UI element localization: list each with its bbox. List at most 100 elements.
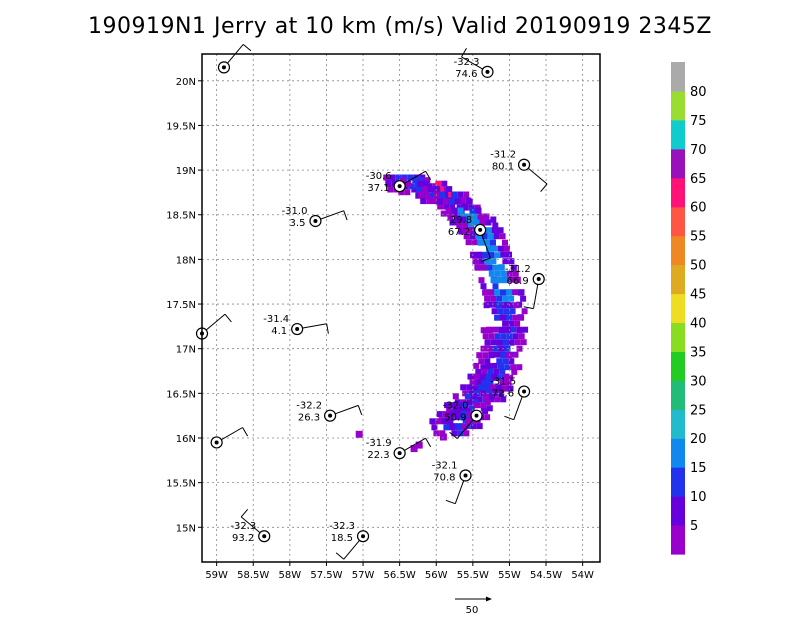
wind-cell	[418, 192, 425, 199]
colorbar-swatch	[671, 62, 685, 92]
y-tick-label: 19N	[176, 166, 196, 177]
station-temp: -32.2	[296, 401, 322, 412]
wind-cell	[496, 277, 503, 284]
colorbar-swatch	[671, 177, 685, 208]
wind-cell	[496, 384, 503, 391]
wind-cell	[484, 295, 491, 302]
wind-cell	[501, 302, 508, 309]
wind-cell	[518, 289, 525, 296]
wind-cell	[465, 418, 472, 425]
colorbar-label: 75	[690, 114, 707, 129]
wind-cell	[500, 251, 506, 258]
wind-cell	[467, 227, 474, 234]
wind-cell	[498, 264, 505, 271]
wind-cell	[508, 320, 515, 327]
wind-field	[355, 174, 529, 453]
wind-cell	[508, 339, 515, 346]
wind-cell	[484, 239, 490, 246]
wind-cell	[500, 333, 507, 340]
wind-cell	[510, 364, 517, 371]
wind-cell	[471, 239, 478, 246]
wind-cell	[473, 219, 480, 226]
wind-cell	[490, 258, 497, 265]
y-tick-label: 17.5N	[166, 300, 196, 311]
wind-cell	[448, 198, 455, 205]
station-dot	[397, 451, 402, 456]
station: -32.393.2	[230, 508, 271, 544]
wind-cell	[508, 295, 515, 302]
colorbar-swatch	[671, 148, 685, 179]
wind-cell	[470, 423, 477, 430]
reference-vector-label: 50	[466, 605, 479, 616]
wind-cell	[475, 368, 482, 375]
station-value: 66.9	[506, 276, 528, 287]
x-axis: 59W 58.5W 58W 57.5W 57W 56.5W 56W 55.5W 55W 54.5W…	[205, 562, 594, 581]
colorbar-swatch	[671, 293, 685, 323]
wind-cell	[507, 385, 514, 392]
wind-cell	[456, 222, 463, 229]
colorbar-label: 25	[690, 403, 707, 418]
station-value: 74.6	[455, 69, 477, 80]
wind-cell	[513, 302, 520, 309]
colorbar-label: 30	[690, 374, 707, 389]
wind-cell	[484, 258, 491, 265]
colorbar-label: 35	[690, 345, 707, 360]
wind-cell	[496, 358, 503, 365]
wind-cell	[460, 216, 467, 223]
wind-barb-flag	[242, 44, 252, 52]
wind-cell	[485, 362, 492, 369]
wind-cell	[448, 411, 455, 418]
wind-cell	[512, 270, 519, 277]
wind-cell	[490, 295, 497, 302]
x-tick-label: 58.5W	[237, 570, 269, 581]
colorbar-label: 45	[690, 288, 707, 303]
wind-cell	[503, 373, 510, 380]
wind-cell	[480, 283, 487, 290]
wind-cell	[440, 210, 447, 217]
y-tick-label: 20N	[176, 77, 196, 88]
station-temp: -31.5	[490, 377, 516, 388]
wind-cell	[502, 239, 508, 246]
wind-cell	[504, 364, 511, 371]
wind-cell	[463, 233, 470, 240]
wind-cell	[500, 396, 507, 403]
wind-cell	[442, 198, 449, 205]
wind-cell	[496, 295, 503, 302]
wind-cell	[355, 430, 363, 438]
wind-cell	[491, 362, 498, 369]
wind-cell	[505, 379, 512, 386]
station: -31.03.5	[282, 206, 348, 229]
wind-cell	[418, 177, 425, 184]
wind-cell	[486, 405, 493, 412]
colorbar-label: 20	[690, 432, 707, 447]
station-dot	[474, 413, 479, 418]
wind-cell	[492, 326, 499, 333]
wind-cell	[495, 302, 502, 309]
station: -32.374.6	[454, 47, 494, 80]
station-value: 70.8	[433, 472, 455, 483]
wind-barb-flag	[240, 508, 249, 518]
wind-barb-flag	[224, 313, 232, 323]
wind-cell	[492, 301, 499, 308]
wind-cell	[441, 418, 448, 425]
colorbar-swatch	[671, 119, 685, 150]
wind-cell	[499, 379, 506, 386]
colorbar-label: 55	[690, 230, 707, 245]
wind-cell	[482, 333, 489, 340]
wind-cell	[466, 198, 473, 205]
wind-cell	[407, 174, 414, 181]
wind-cell	[476, 423, 483, 430]
colorbar-swatch	[671, 322, 685, 352]
wind-cell	[467, 373, 474, 380]
wind-cell	[490, 384, 497, 391]
wind-cell	[424, 192, 431, 199]
wind-cell	[462, 222, 469, 229]
wind-cell	[497, 362, 504, 369]
station-dot	[522, 162, 527, 167]
station-temp: -31.9	[366, 438, 392, 449]
wind-cell	[473, 373, 480, 380]
wind-cell	[506, 333, 513, 340]
station-value: 18.5	[331, 533, 353, 544]
colorbar-label: 65	[690, 172, 707, 187]
